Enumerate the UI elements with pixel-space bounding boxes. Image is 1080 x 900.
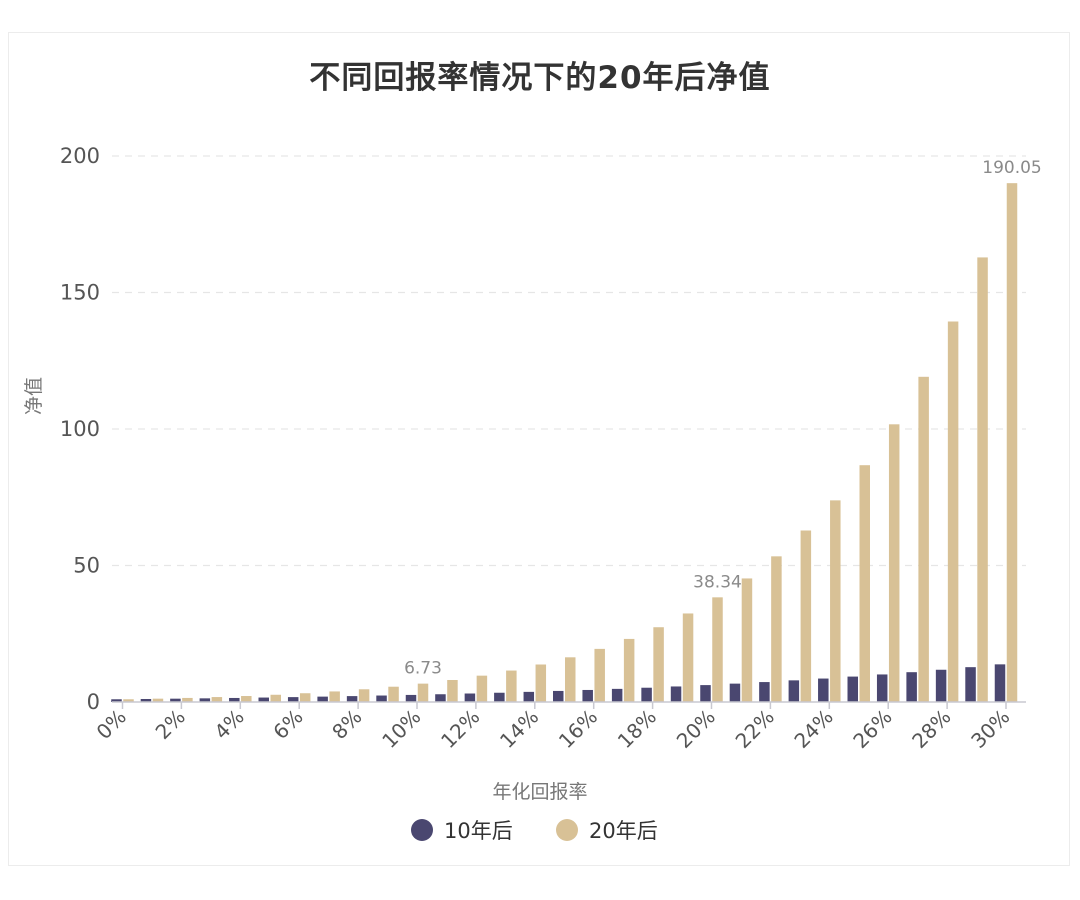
x-tick-label: 8% <box>327 705 366 744</box>
y-tick-label: 100 <box>60 417 100 441</box>
bar-10y-10 <box>405 694 417 702</box>
bar-20y-4 <box>241 696 252 702</box>
y-tick-label: 50 <box>73 554 100 578</box>
bar-10y-3 <box>199 698 211 702</box>
data-label: 190.05 <box>982 158 1041 178</box>
bar-10y-30 <box>994 664 1006 702</box>
bar-20y-22 <box>771 556 782 702</box>
bar-20y-11 <box>447 679 458 702</box>
bar-20y-26 <box>888 424 900 702</box>
chart-title: 不同回报率情况下的20年后净值 <box>309 60 771 96</box>
bar-20y-6 <box>299 693 311 702</box>
bar-10y-28 <box>935 669 947 702</box>
bar-10y-11 <box>435 694 446 702</box>
bar-10y-26 <box>876 674 888 702</box>
bar-20y-9 <box>388 686 399 702</box>
y-axis-ticks: 0 50 100 150 200 <box>60 144 100 714</box>
x-tick-label: 2% <box>151 705 190 744</box>
bar-10y-8 <box>346 696 358 702</box>
bar-10y-6 <box>287 697 299 702</box>
bar-20y-1 <box>152 698 164 702</box>
x-axis-ticks: 0% 2% 4% 6% 8% 10% 12% 14% 16% 18% 20% 22% 24% 26% 28%… <box>92 702 1015 753</box>
bar-20y-16 <box>594 648 605 702</box>
x-tick-label: 6% <box>268 705 307 744</box>
bar-10y-29 <box>965 667 976 702</box>
legend-marker <box>556 819 578 841</box>
bar-10y-16 <box>582 689 593 702</box>
x-axis-title: 年化回报率 <box>492 781 587 803</box>
bar-10y-4 <box>229 697 240 702</box>
bar-10y-12 <box>464 693 476 702</box>
bar-10y-1 <box>140 698 152 702</box>
bar-10y-27 <box>906 672 917 702</box>
y-tick-label: 200 <box>60 144 100 168</box>
x-tick-label: 16% <box>554 705 602 753</box>
legend-label: 10年后 <box>444 819 513 843</box>
bar-20y-27 <box>918 376 929 702</box>
x-tick-label: 18% <box>613 705 661 753</box>
bar-10y-9 <box>376 695 387 702</box>
bar-10y-19 <box>670 686 682 702</box>
legend-label: 20年后 <box>589 819 658 843</box>
x-tick-label: 14% <box>495 705 543 753</box>
bar-10y-14 <box>523 691 535 702</box>
y-tick-label: 150 <box>60 281 100 305</box>
bar-20y-0 <box>123 699 134 702</box>
bar-20y-25 <box>859 465 870 702</box>
bar-20y-18 <box>653 627 664 702</box>
bar-20y-20 <box>712 597 723 702</box>
bar-20y-2 <box>182 697 193 702</box>
bar-10y-22 <box>759 682 770 702</box>
x-tick-label: 30% <box>966 705 1014 753</box>
bar-10y-18 <box>641 687 652 702</box>
bar-20y-28 <box>947 321 959 702</box>
x-tick-label: 10% <box>377 705 425 753</box>
bar-20y-13 <box>506 670 517 702</box>
bar-20y-17 <box>623 638 635 702</box>
bar-20y-21 <box>741 578 753 702</box>
x-tick-label: 24% <box>789 705 837 753</box>
x-tick-label: 20% <box>672 705 720 753</box>
bar-20y-7 <box>329 691 340 702</box>
grid-lines <box>112 155 1026 567</box>
bar-20y-8 <box>358 689 370 702</box>
x-tick-label: 26% <box>848 705 896 753</box>
y-axis-title: 净值 <box>23 377 45 415</box>
legend-marker <box>411 819 433 841</box>
bar-10y-23 <box>788 680 800 702</box>
bar-20y-15 <box>565 657 576 702</box>
bar-10y-15 <box>553 690 564 702</box>
bar-10y-5 <box>258 697 269 702</box>
bar-20y-30 <box>1006 183 1018 702</box>
data-labels: 6.73 38.34 190.05 <box>404 158 1042 678</box>
x-tick-label: 22% <box>731 705 779 753</box>
bar-20y-5 <box>270 694 281 702</box>
bar-20y-3 <box>211 697 223 702</box>
bar-20y-24 <box>830 500 841 702</box>
bar-20y-29 <box>977 257 988 702</box>
bar-20y-10 <box>417 683 429 702</box>
data-label: 38.34 <box>693 572 742 592</box>
bar-10y-24 <box>818 678 829 702</box>
bar-20y-14 <box>535 664 547 702</box>
bar-10y-0 <box>111 699 122 702</box>
x-tick-label: 28% <box>907 705 955 753</box>
bar-10y-13 <box>494 692 505 702</box>
bar-10y-21 <box>729 683 741 702</box>
data-label: 6.73 <box>404 659 442 679</box>
bars <box>111 183 1018 702</box>
bar-10y-20 <box>700 685 711 702</box>
bar-20y-23 <box>800 530 812 702</box>
bar-20y-19 <box>682 613 694 702</box>
x-tick-label: 12% <box>436 705 484 753</box>
bar-20y-12 <box>476 675 488 702</box>
bar-10y-17 <box>611 688 623 702</box>
bar-10y-25 <box>847 676 858 702</box>
legend: 10年后 20年后 <box>411 819 658 843</box>
bar-10y-2 <box>170 698 181 702</box>
y-tick-label: 0 <box>87 690 100 714</box>
bar-10y-7 <box>317 696 328 702</box>
x-tick-label: 4% <box>209 705 248 744</box>
